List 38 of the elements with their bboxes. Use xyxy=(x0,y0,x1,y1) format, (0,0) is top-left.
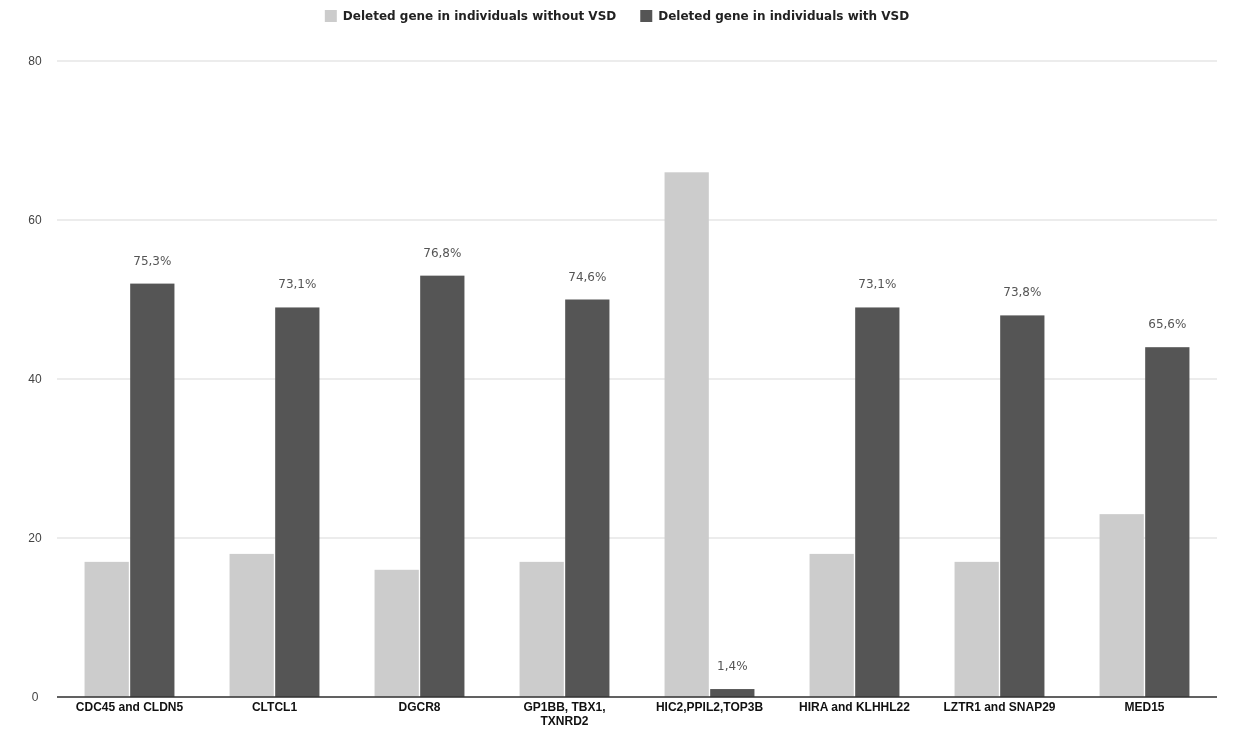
y-tick-label: 20 xyxy=(28,531,42,546)
legend-label: Deleted gene in individuals with VSD xyxy=(658,9,910,23)
y-tick-label: 0 xyxy=(31,690,39,705)
annotation: 1,4% xyxy=(717,659,748,674)
bar xyxy=(519,561,564,697)
y-tick-label: 40 xyxy=(28,372,42,387)
annotation: 73,1% xyxy=(278,277,317,292)
y-tick-label: 80 xyxy=(28,54,42,69)
x-tick-label: CDC45 and CLDN5 xyxy=(75,699,184,714)
annotation: 75,3% xyxy=(133,253,172,268)
annotation: 65,6% xyxy=(1148,317,1187,332)
annotation: 73,8% xyxy=(1003,285,1042,300)
x-tick-label: HIC2,PPIL2,TOP3B xyxy=(655,699,764,714)
annotation: 76,8% xyxy=(423,245,462,260)
bar xyxy=(275,307,320,697)
x-tick-label: MED15 xyxy=(1124,699,1165,714)
bar xyxy=(954,561,999,697)
y-tick-label: 60 xyxy=(28,213,42,228)
bar xyxy=(664,172,709,697)
x-tick-label: GP1BB, TBX1, TXNRD2 xyxy=(523,699,606,729)
bar xyxy=(855,307,900,697)
bar xyxy=(420,275,465,697)
bar xyxy=(229,553,274,697)
x-tick-label: HIRA and KLHHL22 xyxy=(799,699,911,714)
bar xyxy=(1000,315,1045,697)
bar xyxy=(1099,514,1144,697)
bar xyxy=(374,569,419,697)
annotation: 74,6% xyxy=(568,269,607,284)
x-tick-label: DGCR8 xyxy=(398,699,441,714)
bar xyxy=(84,561,129,697)
bar xyxy=(130,283,175,697)
x-tick-label: LZTR1 and SNAP29 xyxy=(943,699,1056,714)
annotation: 73,1% xyxy=(858,277,897,292)
bar xyxy=(565,299,610,697)
legend-label: Deleted gene in individuals without VSD xyxy=(342,9,617,23)
x-tick-label: CLTCL1 xyxy=(251,699,298,714)
bar xyxy=(1145,347,1190,697)
bar xyxy=(809,553,854,697)
